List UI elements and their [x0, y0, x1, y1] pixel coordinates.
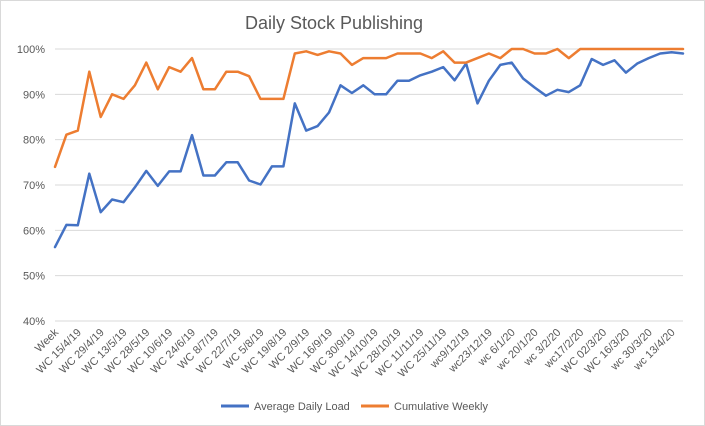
y-tick-label: 40% [23, 316, 45, 328]
y-tick-label: 70% [23, 180, 45, 192]
series-line-cumulative-weekly [53, 47, 685, 169]
legend-label-cumulative-weekly: Cumulative Weekly [394, 401, 488, 413]
y-tick-label: 90% [23, 89, 45, 101]
y-tick-label: 100% [17, 44, 45, 56]
y-tick-label: 60% [23, 225, 45, 237]
legend: Average Daily Load Cumulative Weekly [221, 401, 488, 413]
y-tick-label: 50% [23, 271, 45, 283]
chart-title: Daily Stock Publishing [245, 13, 423, 33]
series-line-average-daily-load [53, 50, 685, 249]
series-lines [53, 47, 685, 249]
y-axis-tick-labels: 40% 50% 60% 70% 80% 90% 100% [17, 44, 45, 328]
y-tick-label: 80% [23, 135, 45, 147]
legend-label-average-daily-load: Average Daily Load [254, 401, 350, 413]
